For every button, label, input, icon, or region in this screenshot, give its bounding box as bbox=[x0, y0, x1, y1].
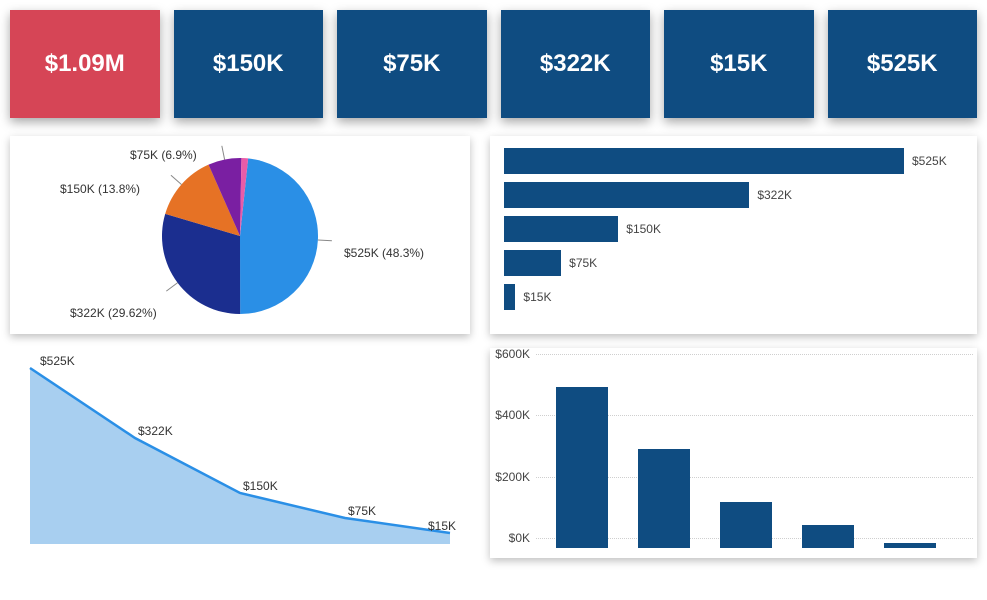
vbar bbox=[638, 449, 690, 548]
charts-row-2: $525K $322K $150K $75K $15K $0K $200K $400K $60… bbox=[10, 348, 977, 558]
hbar-label: $150K bbox=[626, 222, 661, 236]
vbar bbox=[802, 525, 854, 548]
hbar bbox=[504, 148, 904, 174]
kpi-card-3: $322K bbox=[501, 10, 651, 118]
vbar bbox=[884, 543, 936, 548]
pie-slice-label: $75K (6.9%) bbox=[130, 148, 197, 162]
area-point-label: $322K bbox=[138, 424, 173, 438]
kpi-value: $322K bbox=[540, 50, 611, 78]
area-chart bbox=[10, 348, 470, 558]
pie-slice bbox=[240, 158, 318, 314]
pie-slice-label: $525K (48.3%) bbox=[344, 246, 424, 260]
vbar bbox=[556, 387, 608, 548]
hbar-row: $75K bbox=[504, 250, 963, 276]
ytick-label: $400K bbox=[495, 408, 530, 422]
pie-chart bbox=[10, 136, 470, 334]
area-point-label: $150K bbox=[243, 479, 278, 493]
kpi-card-4: $15K bbox=[664, 10, 814, 118]
hbar bbox=[504, 284, 515, 310]
ytick-label: $200K bbox=[495, 470, 530, 484]
pie-slice-label: $150K (13.8%) bbox=[60, 182, 140, 196]
kpi-value: $75K bbox=[383, 50, 440, 78]
hbar-row: $322K bbox=[504, 182, 963, 208]
kpi-value: $525K bbox=[867, 50, 938, 78]
vbar bbox=[720, 502, 772, 548]
ytick-label: $0K bbox=[509, 531, 530, 545]
kpi-row: $1.09M $150K $75K $322K $15K $525K bbox=[10, 10, 977, 118]
horizontal-bar-panel: $525K $322K $150K $75K $15K bbox=[490, 136, 977, 334]
kpi-card-total: $1.09M bbox=[10, 10, 160, 118]
pie-slice-label: $322K (29.62%) bbox=[70, 306, 157, 320]
kpi-value: $150K bbox=[213, 50, 284, 78]
hbar bbox=[504, 250, 561, 276]
kpi-card-2: $75K bbox=[337, 10, 487, 118]
hbar-label: $15K bbox=[523, 290, 551, 304]
area-point-label: $525K bbox=[40, 354, 75, 368]
hbar-label: $322K bbox=[757, 188, 792, 202]
horizontal-bar-chart: $525K $322K $150K $75K $15K bbox=[504, 148, 963, 310]
hbar-label: $75K bbox=[569, 256, 597, 270]
kpi-value: $15K bbox=[710, 50, 767, 78]
hbar bbox=[504, 216, 618, 242]
vertical-bar-panel: $0K $200K $400K $600K bbox=[490, 348, 977, 558]
area-point-label: $75K bbox=[348, 504, 376, 518]
kpi-value: $1.09M bbox=[45, 50, 125, 78]
charts-row-1: $525K (48.3%) $322K (29.62%) $150K (13.8%)… bbox=[10, 136, 977, 334]
kpi-card-1: $150K bbox=[174, 10, 324, 118]
area-fill bbox=[30, 368, 450, 544]
hbar-row: $150K bbox=[504, 216, 963, 242]
area-point-label: $15K bbox=[428, 519, 456, 533]
pie-chart-panel: $525K (48.3%) $322K (29.62%) $150K (13.8%)… bbox=[10, 136, 470, 334]
vertical-bar-chart: $0K$200K$400K$600K bbox=[536, 354, 973, 548]
hbar-row: $525K bbox=[504, 148, 963, 174]
kpi-card-5: $525K bbox=[828, 10, 978, 118]
hbar bbox=[504, 182, 749, 208]
hbar-label: $525K bbox=[912, 154, 947, 168]
ytick-label: $600K bbox=[495, 347, 530, 361]
area-chart-panel: $525K $322K $150K $75K $15K bbox=[10, 348, 470, 558]
gridline bbox=[536, 354, 973, 355]
hbar-row: $15K bbox=[504, 284, 963, 310]
